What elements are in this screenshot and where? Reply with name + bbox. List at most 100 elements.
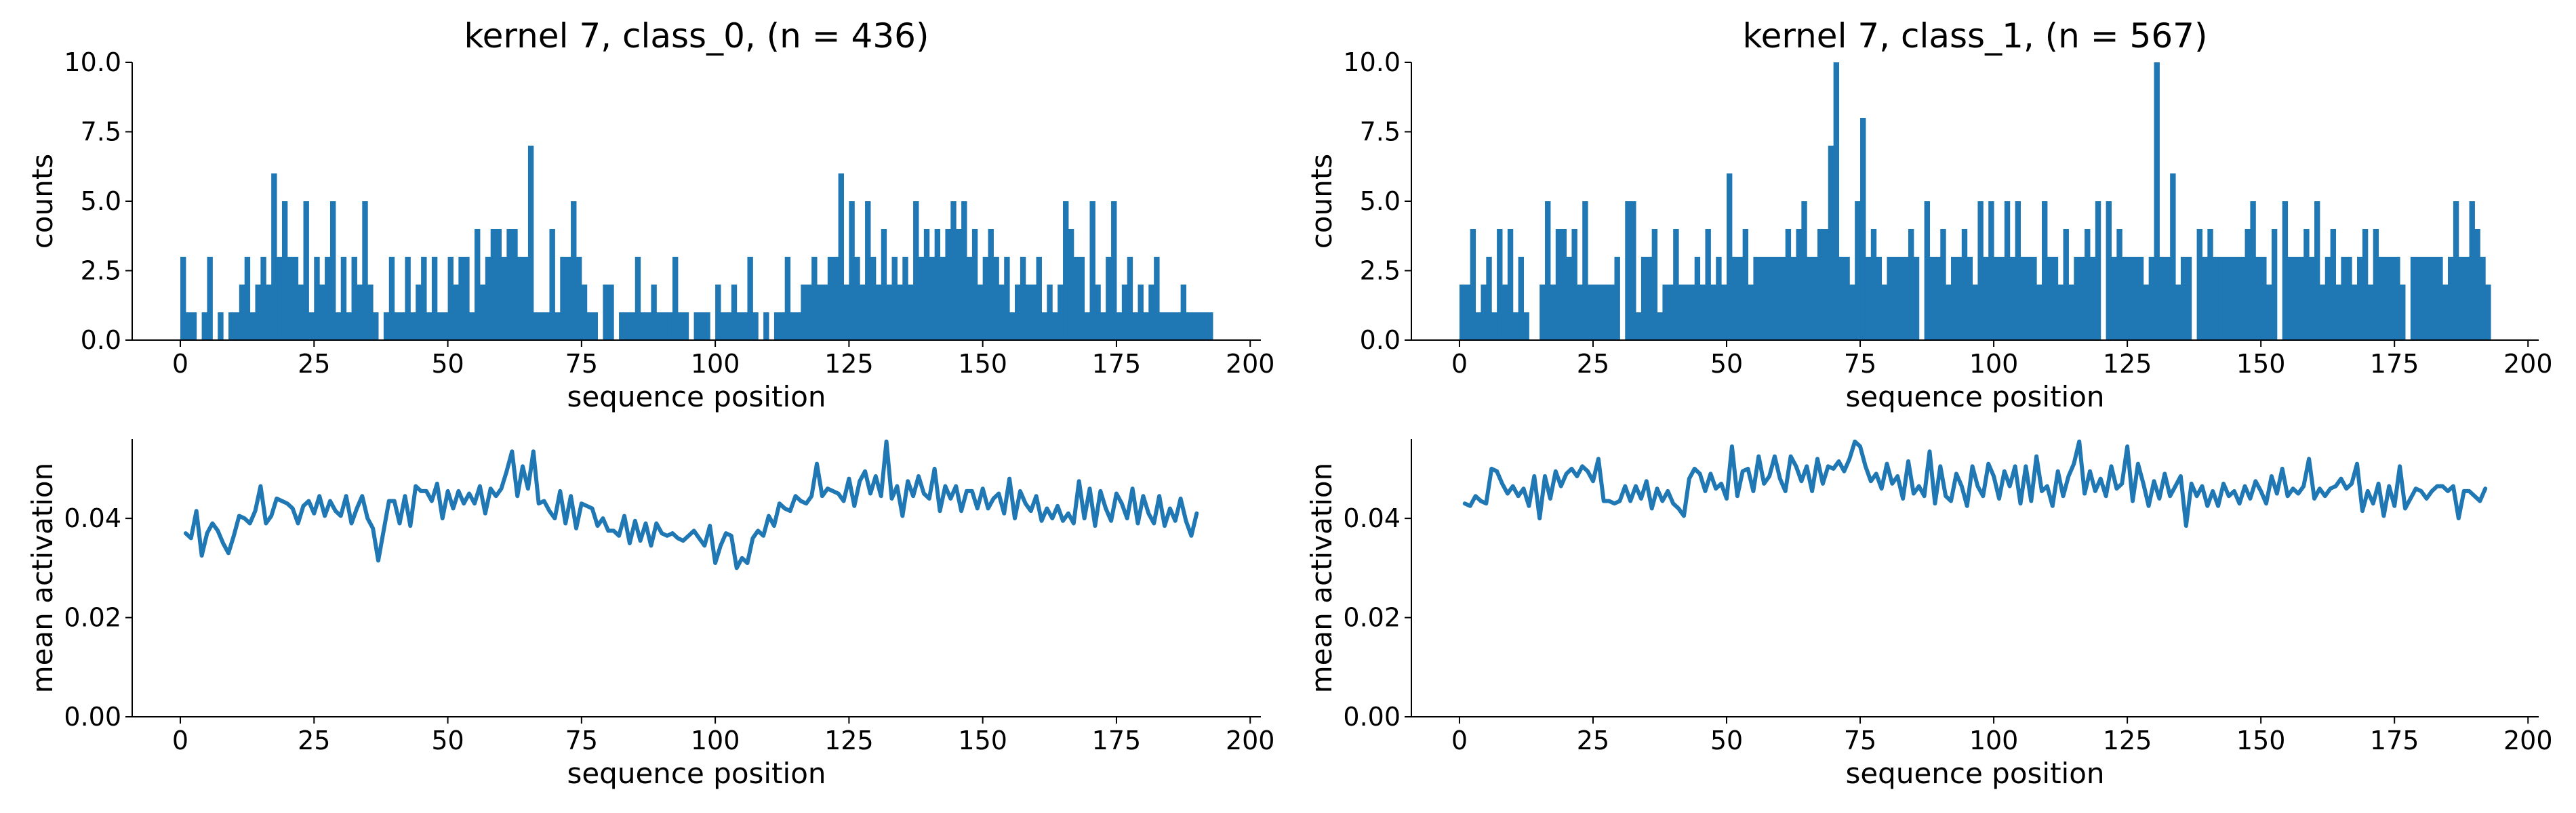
histogram-bar xyxy=(988,229,994,340)
x-tick-label: 25 xyxy=(1577,349,1609,379)
y-axis-label: mean activation xyxy=(1305,463,1338,693)
x-tick-label: 25 xyxy=(1577,726,1609,755)
histogram-bar xyxy=(1025,285,1032,340)
histogram-bar xyxy=(1716,257,1722,340)
histogram-bar xyxy=(2367,285,2374,340)
histogram-bar xyxy=(608,285,614,340)
histogram-bar xyxy=(2239,257,2246,340)
histogram-bar xyxy=(1924,201,1931,340)
histogram-bar xyxy=(2426,257,2432,340)
histogram-bar xyxy=(1603,285,1610,340)
y-tick-label: 0.0 xyxy=(81,325,121,355)
histogram-bar xyxy=(1967,257,1973,340)
histogram-bar xyxy=(940,257,946,340)
histogram-bar xyxy=(506,229,512,340)
histogram-bar xyxy=(2127,257,2133,340)
y-tick-label: 2.5 xyxy=(81,256,121,286)
histogram-bar xyxy=(453,285,459,340)
histogram-bar xyxy=(1159,312,1165,340)
histogram-bar xyxy=(1892,257,1898,340)
y-tick-label: 0.00 xyxy=(1343,702,1401,732)
histogram-bar xyxy=(1796,229,1802,340)
histogram-bar xyxy=(340,257,347,340)
y-axis-label: counts xyxy=(26,154,59,249)
histogram-bar xyxy=(801,285,807,340)
x-tick-label: 50 xyxy=(431,726,464,755)
histogram-bar xyxy=(843,285,849,340)
histogram-bar xyxy=(838,173,845,340)
histogram-bar xyxy=(1116,312,1123,340)
y-tick-label: 7.5 xyxy=(81,117,121,147)
histogram-bar xyxy=(2271,229,2278,340)
histogram-bar xyxy=(1030,285,1037,340)
histogram-bar xyxy=(1742,229,1749,340)
histogram-bar xyxy=(1464,285,1471,340)
histogram-bar xyxy=(1779,257,1786,340)
y-tick-label: 5.0 xyxy=(1360,186,1401,216)
histogram-bar xyxy=(517,257,523,340)
histogram-bar xyxy=(1822,229,1829,340)
histogram-bar xyxy=(811,257,818,340)
x-tick-label: 0 xyxy=(172,726,188,755)
histogram-bar xyxy=(966,257,973,340)
histogram-bar xyxy=(870,257,877,340)
histogram-bar xyxy=(266,285,272,340)
x-tick-label: 75 xyxy=(565,726,598,755)
histogram-bar xyxy=(2175,285,2181,340)
x-tick-label: 175 xyxy=(2370,349,2419,379)
histogram-bar xyxy=(1662,285,1668,340)
x-tick-label: 100 xyxy=(1969,349,2019,379)
histogram-bar xyxy=(1507,229,1514,340)
histogram-bar xyxy=(897,285,903,340)
histogram-bar xyxy=(2314,201,2320,340)
histogram-bar xyxy=(699,312,705,340)
histogram-bar xyxy=(277,257,283,340)
histogram-bar xyxy=(1705,229,1711,340)
histogram-bar xyxy=(875,285,882,340)
histogram-bar xyxy=(2261,257,2267,340)
histogram-bar xyxy=(1577,285,1583,340)
histogram-bar xyxy=(479,285,486,340)
x-tick-label: 100 xyxy=(691,349,740,379)
histogram-bar xyxy=(2389,257,2395,340)
x-tick-label: 200 xyxy=(1226,726,1275,755)
histogram-bar xyxy=(2287,257,2293,340)
x-tick-label: 175 xyxy=(1092,349,1142,379)
histogram-bar xyxy=(832,257,839,340)
histogram-bar xyxy=(388,257,395,340)
histogram-bar xyxy=(1817,229,1824,340)
histogram-bar xyxy=(405,257,411,340)
histogram-bar xyxy=(1865,257,1872,340)
histogram-bar xyxy=(1191,312,1197,340)
histogram-bar xyxy=(1646,257,1653,340)
histogram-bar xyxy=(399,312,405,340)
histogram-bar xyxy=(2485,285,2491,340)
class-1-counts-histogram: 0 25 50 75 100 125 150 175 200 0.0 2.5 5.0 7.5 10.0 se… xyxy=(1305,16,2553,413)
histogram-bar xyxy=(1988,201,1994,340)
x-axis-label: sequence position xyxy=(1845,757,2104,790)
x-tick-label: 50 xyxy=(1710,726,1743,755)
histogram-bar xyxy=(667,312,673,340)
histogram-bar xyxy=(2095,201,2101,340)
histogram-bar xyxy=(1127,257,1133,340)
histogram-bar xyxy=(1994,257,2000,340)
histogram-bar xyxy=(1651,229,1658,340)
histogram-bar xyxy=(891,257,898,340)
histogram-bar xyxy=(736,312,743,340)
histogram-bar xyxy=(961,201,967,340)
histogram-bar xyxy=(1106,257,1112,340)
histogram-bar xyxy=(426,312,432,340)
histogram-bar xyxy=(538,312,545,340)
histogram-bar xyxy=(1940,229,1946,340)
histogram-bar xyxy=(1089,201,1095,340)
histogram-bar xyxy=(1539,285,1546,340)
histogram-bar xyxy=(1998,257,2005,340)
histogram-bar xyxy=(971,229,978,340)
histogram-bar xyxy=(1860,118,1866,340)
histogram-bar xyxy=(715,285,721,340)
histogram-bar xyxy=(1561,229,1567,340)
histogram-bar xyxy=(1844,257,1850,340)
histogram-bar xyxy=(1881,285,1887,340)
histogram-bar xyxy=(1951,257,1957,340)
histogram-bar xyxy=(1876,257,1883,340)
